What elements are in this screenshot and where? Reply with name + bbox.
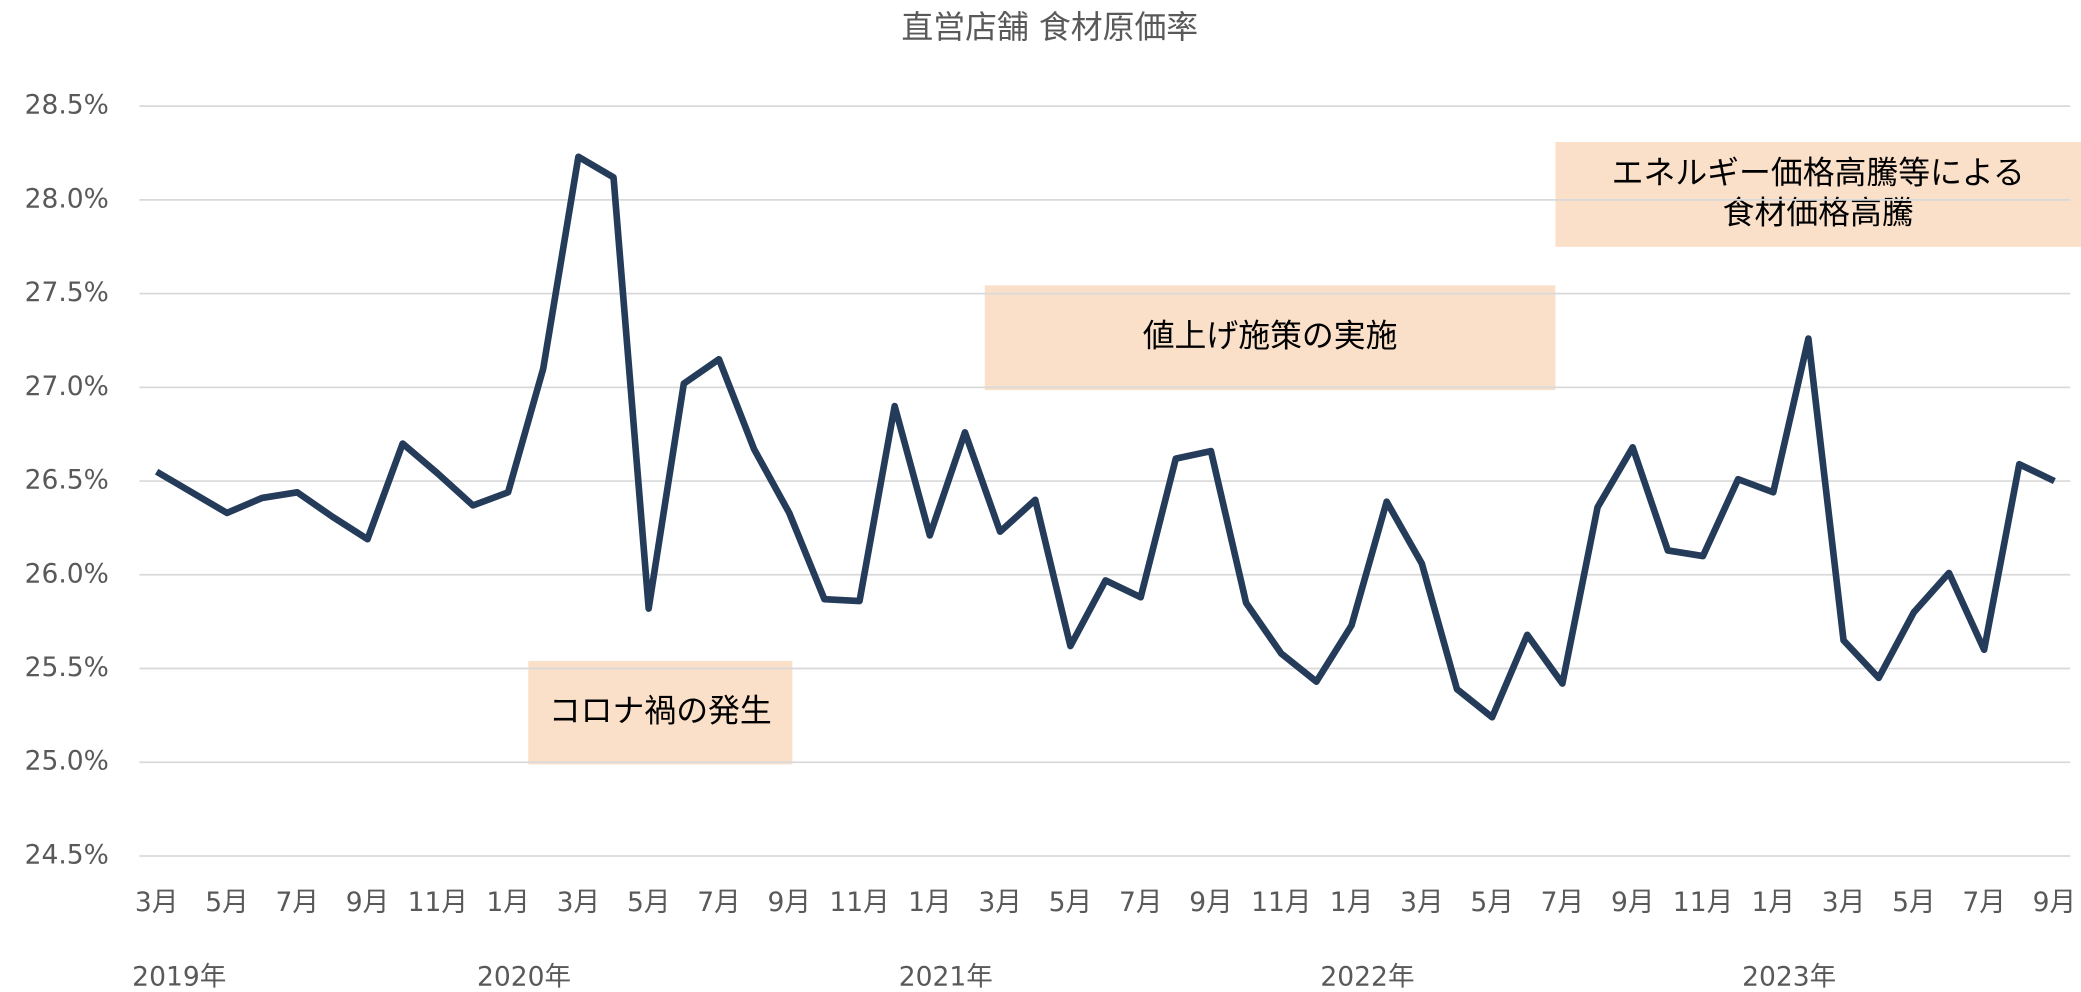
y-tick-label: 26.5%: [25, 465, 109, 496]
x-tick-label: 3月: [135, 887, 178, 918]
annotation-box: [528, 660, 793, 765]
x-tick-label: 5月: [205, 887, 248, 918]
x-tick-label: 11月: [1251, 887, 1311, 918]
annotation-box: [984, 285, 1556, 391]
x-tick-label: 9月: [346, 887, 389, 918]
y-tick-label: 26.0%: [25, 558, 109, 589]
data-line: [154, 153, 2056, 721]
x-tick-label: 3月: [1400, 887, 1443, 918]
x-tick-label: 1月: [908, 887, 951, 918]
x-tick-label: 1月: [1330, 887, 1373, 918]
y-tick-label: 25.0%: [25, 746, 109, 777]
year-label: 2021年: [899, 962, 993, 992]
x-tick-label: 5月: [627, 887, 670, 918]
x-tick-label: 7月: [1962, 887, 2005, 918]
annotation-text: エネルギー価格高騰等による: [1612, 154, 2025, 192]
year-label: 2022年: [1320, 962, 1414, 992]
x-tick-label: 9月: [1611, 887, 1654, 918]
y-tick-label: 27.5%: [25, 277, 109, 308]
year-label: 2019年: [132, 962, 226, 992]
x-tick-label: 9月: [2033, 887, 2076, 918]
y-tick-label: 28.0%: [25, 183, 109, 214]
y-tick-label: 25.5%: [25, 652, 109, 683]
x-tick-label: 3月: [557, 887, 600, 918]
chart-title: 直営店舗 食材原価率: [901, 8, 1198, 46]
y-tick-label: 27.0%: [25, 371, 109, 402]
x-tick-label: 1月: [486, 887, 529, 918]
y-tick-label: 28.5%: [25, 90, 109, 121]
x-tick-label: 7月: [697, 887, 740, 918]
x-tick-label: 11月: [1673, 887, 1733, 918]
x-tick-label: 11月: [408, 887, 468, 918]
x-tick-label: 7月: [276, 887, 319, 918]
x-tick-label: 7月: [1119, 887, 1162, 918]
x-tick-label: 11月: [829, 887, 889, 918]
x-tick-label: 5月: [1049, 887, 1092, 918]
annotation-text: 食材価格高騰: [1723, 193, 1914, 231]
x-tick-label: 3月: [978, 887, 1021, 918]
x-tick-label: 1月: [1752, 887, 1795, 918]
x-tick-label: 9月: [768, 887, 811, 918]
x-tick-label: 3月: [1822, 887, 1865, 918]
annotation-text: コロナ禍の発生: [549, 692, 772, 730]
year-label: 2020年: [477, 962, 571, 992]
year-label: 2023年: [1742, 962, 1836, 992]
annotation-text: 値上げ施策の実施: [1143, 317, 1398, 355]
x-tick-label: 5月: [1470, 887, 1513, 918]
x-tick-label: 7月: [1541, 887, 1584, 918]
x-tick-label: 5月: [1892, 887, 1935, 918]
y-tick-label: 24.5%: [25, 839, 109, 870]
x-tick-label: 9月: [1189, 887, 1232, 918]
annotation-box: [1555, 141, 2081, 247]
